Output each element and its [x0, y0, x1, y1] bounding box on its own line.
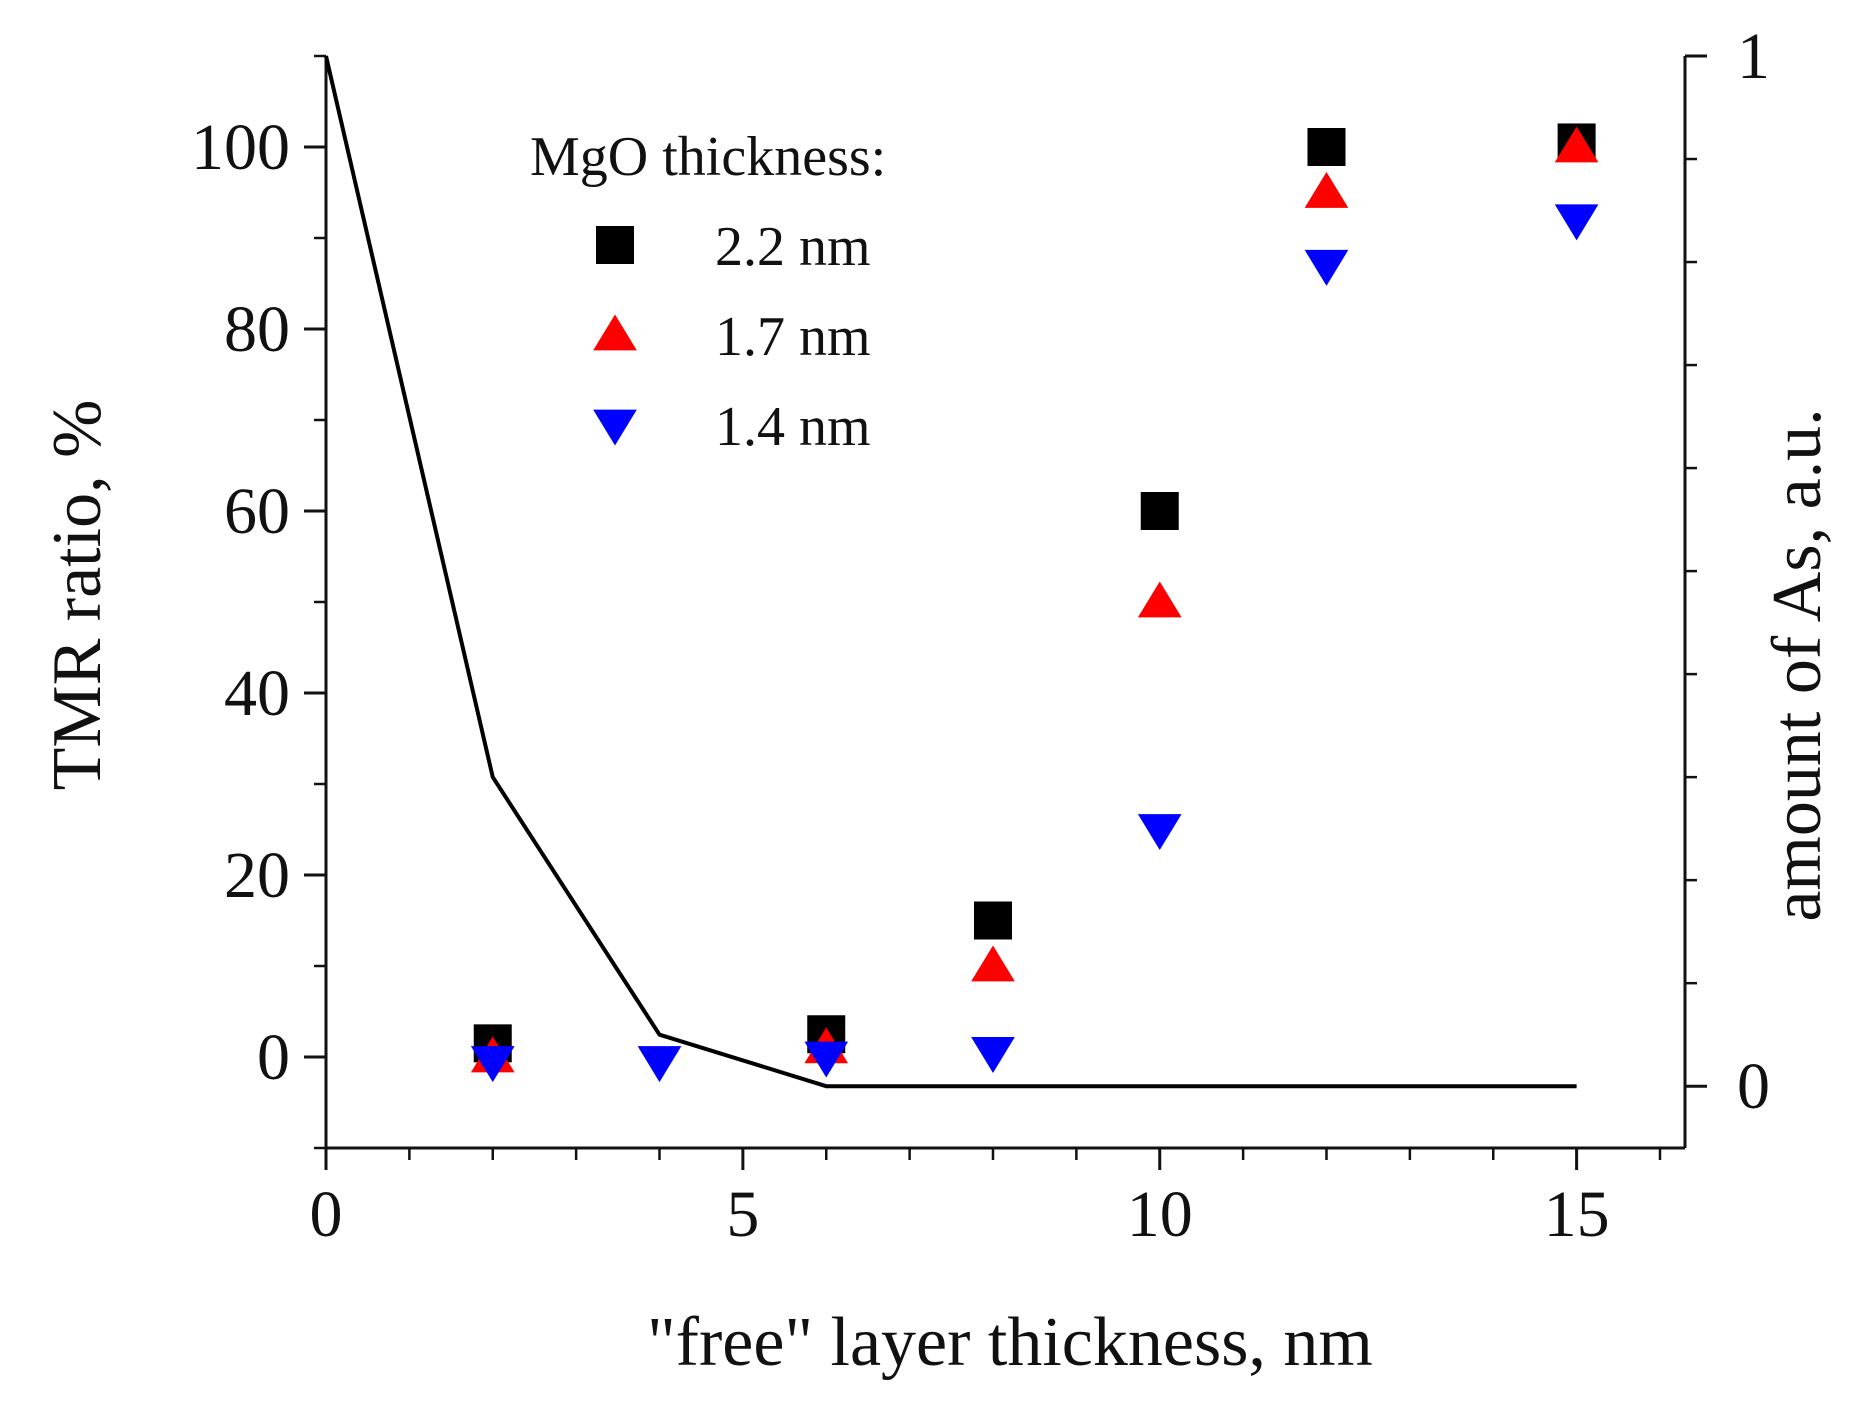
point-2_2-nm	[973, 901, 1012, 940]
point-1_7-nm	[1137, 581, 1182, 618]
point-2_2-nm	[1307, 128, 1346, 166]
y-tick-label: 60	[224, 475, 290, 548]
x-tick-label: 5	[726, 1178, 759, 1251]
y2-tick-label: 1	[1737, 20, 1770, 93]
legend: MgO thickness: 2.2 nm 1.7 nm 1.4 nm	[530, 126, 886, 458]
point-1_4-nm	[1304, 249, 1349, 286]
point-2_2-nm	[1140, 492, 1179, 530]
legend-title: MgO thickness:	[530, 126, 886, 188]
y2-tick-label: 0	[1737, 1050, 1770, 1123]
legend-marker-1_4-nm	[593, 409, 637, 446]
y-tick-label: 80	[224, 293, 290, 366]
point-1_4-nm	[470, 1046, 515, 1083]
point-1_4-nm	[1554, 204, 1599, 241]
x-axis-label: "free" layer thickness, nm	[647, 1304, 1373, 1381]
legend-label-2_2-nm: 2.2 nm	[715, 216, 871, 278]
x-axis-ticks: 0 5 10 15	[310, 1148, 1662, 1251]
y-tick-label: 40	[224, 657, 290, 730]
x-tick-label: 15	[1544, 1178, 1610, 1251]
as-amount-line	[324, 55, 1577, 1089]
as-amount-polyline	[324, 55, 1577, 1089]
legend-marker-1_7-nm	[593, 314, 637, 351]
x-tick-label: 10	[1127, 1178, 1193, 1251]
point-1_4-nm	[637, 1046, 682, 1083]
y-tick-label: 100	[191, 111, 290, 184]
point-1_4-nm	[804, 1041, 849, 1078]
x-tick-label: 0	[310, 1178, 343, 1251]
legend-label-1_7-nm: 1.7 nm	[715, 306, 871, 368]
plot-frame	[324, 56, 1687, 1150]
point-1_7-nm	[971, 945, 1015, 982]
point-1_7-nm	[1304, 171, 1349, 208]
point-1_4-nm	[971, 1037, 1015, 1073]
y2-axis-ticks: 01	[1685, 20, 1770, 1123]
y-tick-label: 20	[224, 839, 290, 912]
y-tick-label: 0	[257, 1021, 290, 1094]
data-markers	[470, 123, 1599, 1083]
y2-axis-label: amount of As, a.u.	[1759, 408, 1836, 921]
point-1_7-nm	[1554, 126, 1599, 163]
legend-label-1_4-nm: 1.4 nm	[715, 396, 871, 458]
y-axis-ticks: 0 20 40 60 80 100	[191, 54, 326, 1150]
legend-marker-2_2-nm	[596, 226, 634, 264]
y-axis-label: TMR ratio, %	[39, 400, 116, 791]
point-1_4-nm	[1137, 814, 1182, 851]
